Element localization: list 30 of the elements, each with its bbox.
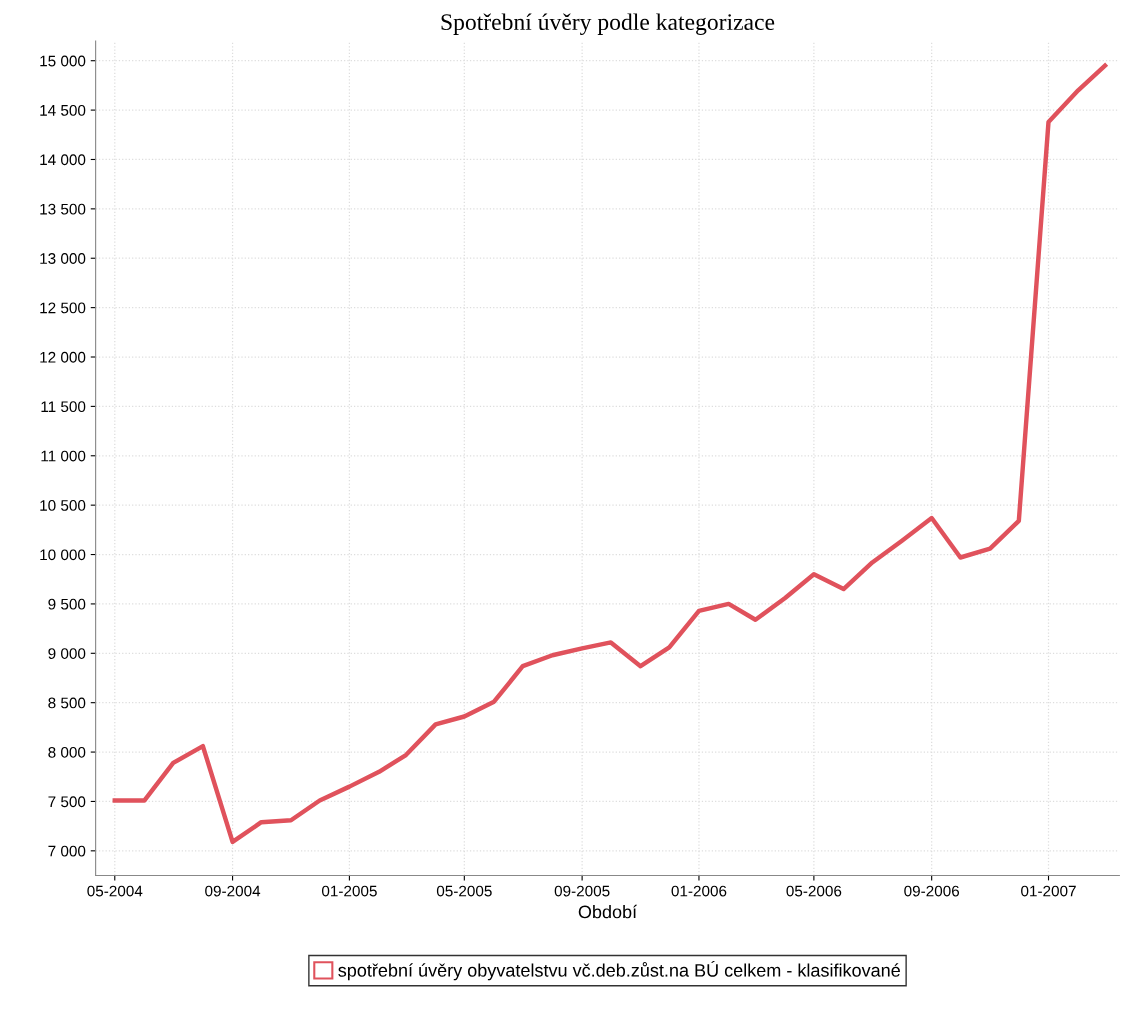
y-tick-label: 8 500 [48,697,86,709]
y-tick-label: 14 000 [40,154,86,166]
x-tick-label: 09-2006 [904,885,960,897]
x-tick-label: 01-2006 [671,885,727,897]
y-tick-label: 9 000 [48,648,86,659]
y-tick-label: 11 500 [41,401,86,413]
x-tick-label: 09-2004 [205,885,261,897]
x-tick-label: 05-2004 [87,885,143,897]
x-tick-label: 09-2005 [554,885,610,897]
y-tick-label: 13 000 [40,253,86,264]
chart-title: Spotřební úvěry podle kategorizace [441,13,775,35]
x-tick-label: 05-2005 [436,885,492,897]
y-tick-label: 10 000 [40,549,86,561]
y-tick-label: 12 000 [40,351,86,363]
y-tick-label: 12 500 [40,302,86,314]
y-tick-label: 7 500 [48,796,86,808]
y-tick-label: 9 500 [48,598,86,610]
y-tick-label: 7 000 [48,845,86,857]
y-tick-label: 8 000 [48,746,86,758]
x-tick-label: 05-2006 [786,885,842,897]
y-tick-label: 10 500 [40,500,86,511]
y-tick-label: 13 500 [40,203,86,215]
y-tick-label: 11 000 [41,450,86,462]
y-tick-label: 14 500 [40,104,86,116]
x-tick-label: 01-2005 [321,885,377,897]
x-axis-title: Období [578,904,638,919]
x-tick-label: 01-2007 [1021,885,1076,897]
line-series [112,63,1108,845]
y-tick-label: 15 000 [40,55,86,67]
legend-label: spotřební úvěry obyvatelstvu vč.deb.zůst.na BÚ celkem - klasifikované [338,960,900,981]
